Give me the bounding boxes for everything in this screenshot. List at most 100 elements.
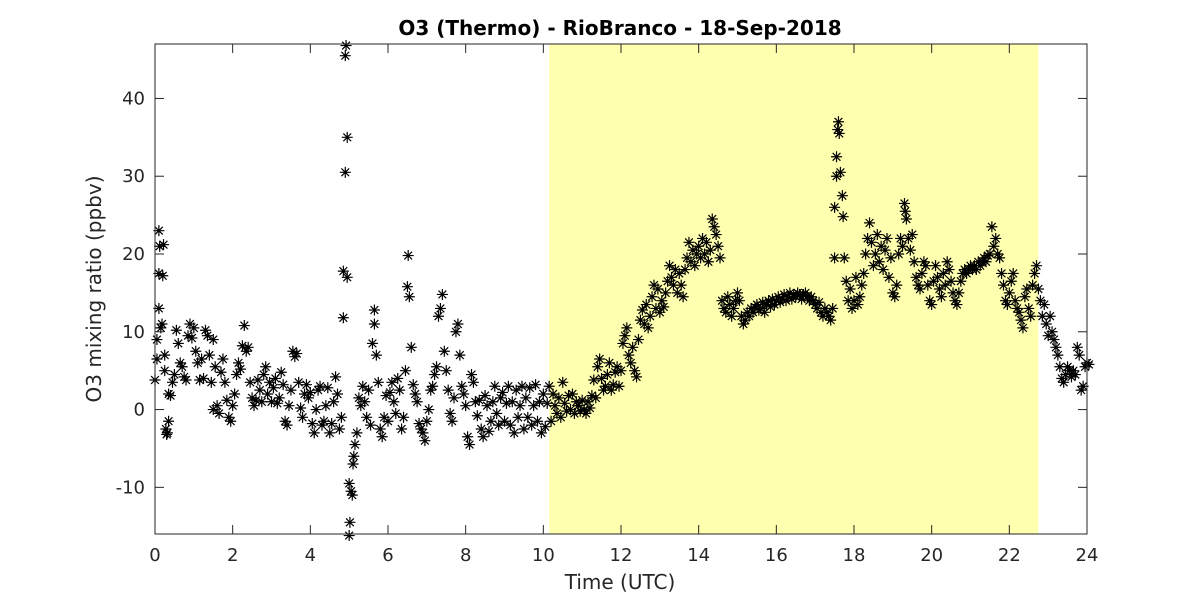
data-point — [722, 291, 734, 303]
data-point — [172, 337, 184, 349]
data-point — [159, 365, 171, 377]
data-point — [652, 283, 664, 295]
data-point — [926, 299, 938, 311]
data-point — [283, 400, 295, 412]
data-point — [899, 205, 911, 217]
data-point — [563, 390, 575, 402]
data-point — [893, 248, 905, 260]
data-point — [382, 415, 394, 427]
data-point — [217, 353, 229, 365]
data-point — [186, 332, 198, 344]
data-point — [704, 244, 716, 256]
data-point — [844, 283, 856, 295]
data-point — [225, 415, 237, 427]
data-point — [347, 458, 359, 470]
data-point — [850, 271, 862, 283]
data-point — [346, 489, 358, 501]
data-point — [949, 295, 961, 307]
data-point — [333, 423, 345, 435]
data-point — [640, 299, 652, 311]
data-point — [999, 295, 1011, 307]
data-point — [994, 252, 1006, 264]
data-point — [836, 190, 848, 202]
data-point — [1001, 299, 1013, 311]
data-point — [673, 267, 685, 279]
y-axis-title: O3 mixing ratio (ppbv) — [82, 176, 106, 403]
data-point — [891, 279, 903, 291]
data-point — [198, 372, 210, 384]
data-point — [154, 240, 166, 252]
data-point — [409, 388, 421, 400]
data-point — [609, 366, 621, 378]
data-point — [1044, 310, 1056, 322]
data-point — [165, 390, 177, 402]
data-point — [368, 304, 380, 316]
data-point — [168, 369, 180, 381]
x-tick-label: 10 — [532, 545, 555, 566]
data-point — [572, 400, 584, 412]
data-point — [906, 229, 918, 241]
data-point — [996, 267, 1008, 279]
data-point — [834, 166, 846, 178]
data-point — [153, 302, 165, 314]
data-point — [392, 372, 404, 384]
y-tick-label: 0 — [134, 400, 145, 421]
data-point — [1003, 287, 1015, 299]
data-point — [399, 365, 411, 377]
data-point — [716, 295, 728, 307]
data-point — [194, 374, 206, 386]
data-point — [799, 287, 811, 299]
data-point — [471, 410, 483, 422]
x-tick-label: 6 — [382, 545, 393, 566]
data-point — [809, 299, 821, 311]
data-point — [953, 287, 965, 299]
data-point — [156, 318, 168, 330]
data-point — [341, 271, 353, 283]
data-point — [500, 397, 512, 409]
data-point — [924, 295, 936, 307]
data-point — [477, 431, 489, 443]
data-point — [912, 279, 924, 291]
data-point — [1067, 365, 1079, 377]
data-point — [943, 264, 955, 276]
x-tick-label: 22 — [998, 545, 1021, 566]
data-point — [442, 384, 454, 396]
data-point — [1083, 358, 1095, 370]
data-point — [423, 404, 435, 416]
data-point — [155, 322, 167, 334]
data-point — [462, 431, 474, 443]
data-point — [1054, 361, 1066, 373]
data-point — [388, 396, 400, 408]
data-point — [636, 304, 648, 316]
chart-title: O3 (Thermo) - RioBranco - 18-Sep-2018 — [398, 16, 841, 40]
data-point — [502, 380, 514, 392]
data-point — [376, 431, 388, 443]
data-point — [516, 380, 528, 392]
data-point — [1073, 349, 1085, 361]
data-point — [357, 380, 369, 392]
data-point — [833, 127, 845, 139]
data-point — [493, 419, 505, 431]
data-point — [465, 369, 477, 381]
data-point — [720, 306, 732, 318]
data-point — [508, 427, 520, 439]
data-point — [1062, 361, 1074, 373]
data-point — [586, 390, 598, 402]
data-point — [774, 296, 786, 308]
data-point — [900, 213, 912, 225]
x-tick-label: 12 — [610, 545, 633, 566]
data-point — [978, 252, 990, 264]
x-tick-label: 24 — [1076, 545, 1099, 566]
data-point — [895, 232, 907, 244]
data-point — [1077, 380, 1089, 392]
data-point — [343, 530, 355, 542]
data-point — [322, 382, 334, 394]
data-point — [533, 396, 545, 408]
data-point — [1038, 299, 1050, 311]
data-point — [922, 279, 934, 291]
data-point — [945, 275, 957, 287]
data-point — [621, 322, 633, 334]
data-point — [351, 427, 363, 439]
data-point — [304, 386, 316, 398]
data-point — [675, 279, 687, 291]
